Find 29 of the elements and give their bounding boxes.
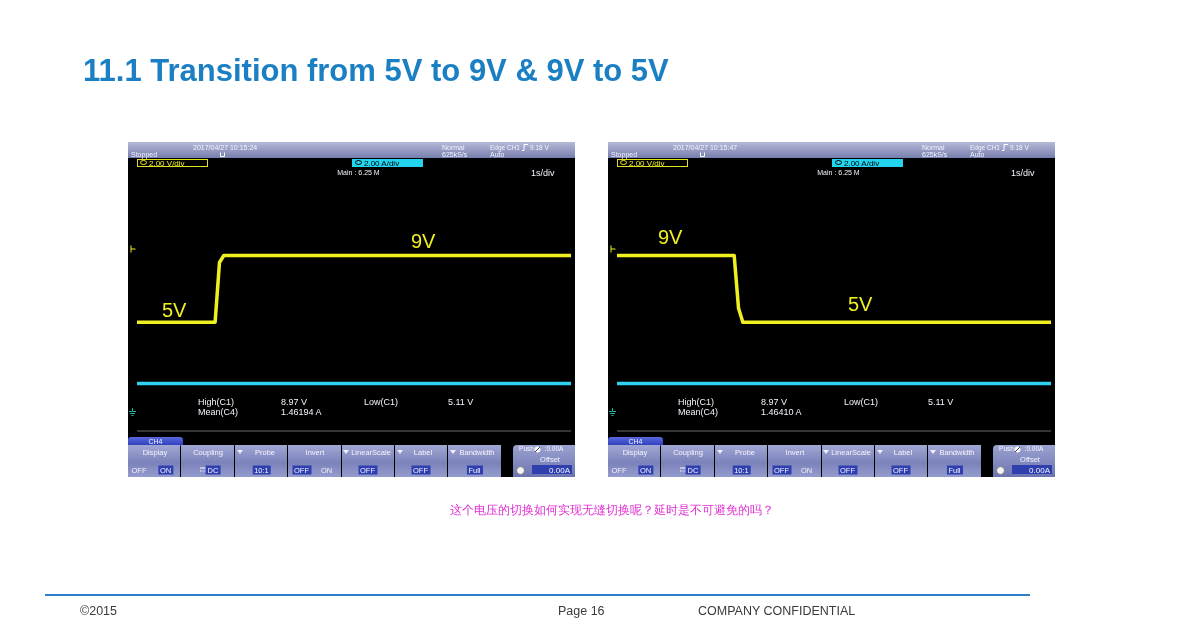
text: COMPANY CONFIDENTIAL — [698, 604, 856, 618]
text: 9V — [658, 225, 683, 247]
annotation: 8.97 V — [761, 396, 788, 407]
text: 这个电压的切换如何实现无缝切换呢？延时是不可避免的吗？ — [450, 502, 774, 517]
text: 2.00 V/div — [629, 158, 665, 167]
annotation: 8.97 V — [281, 396, 308, 407]
annotation: 1.46194 A — [281, 406, 322, 417]
text: Page 16 — [558, 604, 605, 618]
annotation: 5.11 V — [448, 396, 474, 407]
text: 2.00 A/div — [364, 158, 400, 167]
annotation: Low(C1) — [844, 396, 879, 407]
text: 0.00A — [549, 465, 570, 474]
text: 9V — [411, 229, 436, 252]
annotation: Mean(C4) — [678, 406, 719, 417]
annotation: High(C1) — [678, 396, 715, 407]
annotation: Mean(C4) — [198, 406, 239, 417]
annotation: 5V — [162, 298, 187, 320]
chart-title: 11.1 Transition from 5V to 9V & 9V to 5V — [83, 53, 669, 88]
text: 1s/div — [531, 168, 555, 178]
text: 2.00 A/div — [844, 158, 880, 167]
annotation: Low(C1) — [364, 396, 399, 407]
annotation: 5.11 V — [928, 396, 954, 407]
annotation: High(C1) — [198, 396, 235, 407]
annotation: 5V — [848, 292, 873, 315]
text: ©2015 — [80, 604, 118, 618]
text: 1s/div — [1011, 168, 1035, 178]
text: 2.00 V/div — [149, 158, 185, 167]
text: 0.00A — [1029, 465, 1050, 474]
annotation: 1.46410 A — [761, 406, 802, 417]
